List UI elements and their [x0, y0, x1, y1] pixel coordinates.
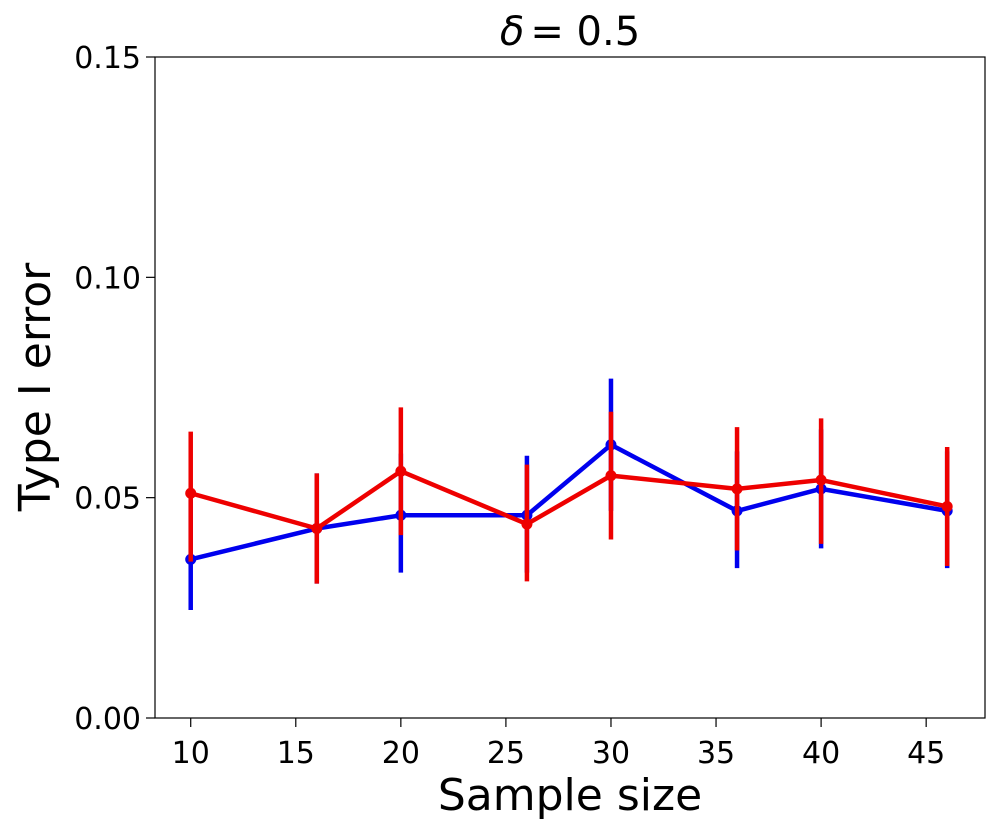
series-line-red [190, 468, 948, 531]
x-tick-label: 40 [802, 736, 840, 771]
series-layer [185, 378, 953, 611]
data-point-red [731, 483, 743, 495]
x-tick-label: 30 [592, 736, 630, 771]
x-tick-label: 35 [697, 736, 735, 771]
x-axis-title: Sample size [438, 770, 702, 821]
x-tick-label: 20 [382, 736, 420, 771]
x-tick-label: 10 [172, 736, 210, 771]
y-tick-label: 0.05 [74, 482, 141, 517]
chart-title-symbol: δ [500, 9, 524, 55]
chart-title: δ = 0.5 [500, 9, 640, 55]
series-red [185, 407, 953, 584]
x-axis-ticks: 10 15 20 25 30 35 40 45 [172, 718, 945, 771]
chart-title-value: = 0.5 [530, 9, 640, 55]
series-blue [185, 378, 953, 611]
data-point-red [815, 474, 827, 486]
y-tick-label: 0.10 [74, 261, 141, 296]
data-point-red [521, 518, 533, 530]
y-axis-title: Type I error [10, 262, 61, 512]
plot-area [154, 56, 986, 719]
data-point-red [941, 500, 953, 512]
x-tick-label: 25 [487, 736, 525, 771]
data-point-red [185, 487, 197, 499]
y-tick-label: 0.00 [74, 702, 141, 737]
series-line-blue [190, 442, 948, 562]
data-point-red [605, 470, 617, 482]
x-tick-label: 45 [907, 736, 945, 771]
y-tick-label: 0.15 [74, 41, 141, 76]
data-point-red [311, 523, 323, 535]
data-point-red [395, 465, 407, 477]
y-axis-ticks: 0.00 0.05 0.10 0.15 [74, 41, 155, 737]
x-tick-label: 15 [277, 736, 315, 771]
